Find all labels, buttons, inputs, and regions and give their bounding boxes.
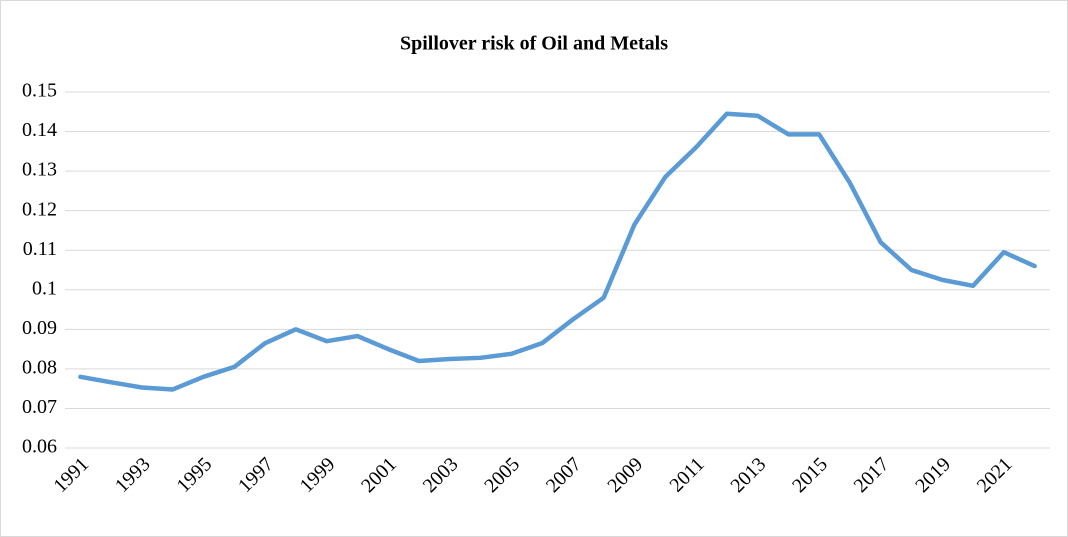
y-tick-label: 0.11: [23, 238, 57, 260]
y-tick-label: 0.09: [22, 317, 57, 339]
chart-title: Spillover risk of Oil and Metals: [400, 33, 668, 55]
y-tick-label: 0.07: [22, 396, 57, 418]
line: [78, 111, 1037, 392]
y-tick-label: 0.06: [22, 436, 57, 458]
y-tick-label: 0.12: [22, 198, 57, 220]
y-tick-label: 0.1: [32, 277, 57, 299]
y-tick-label: 0.15: [22, 80, 57, 102]
y-tick-label: 0.08: [22, 356, 57, 378]
y-tick-label: 0.14: [22, 119, 57, 141]
y-tick-label: 0.13: [22, 159, 57, 181]
